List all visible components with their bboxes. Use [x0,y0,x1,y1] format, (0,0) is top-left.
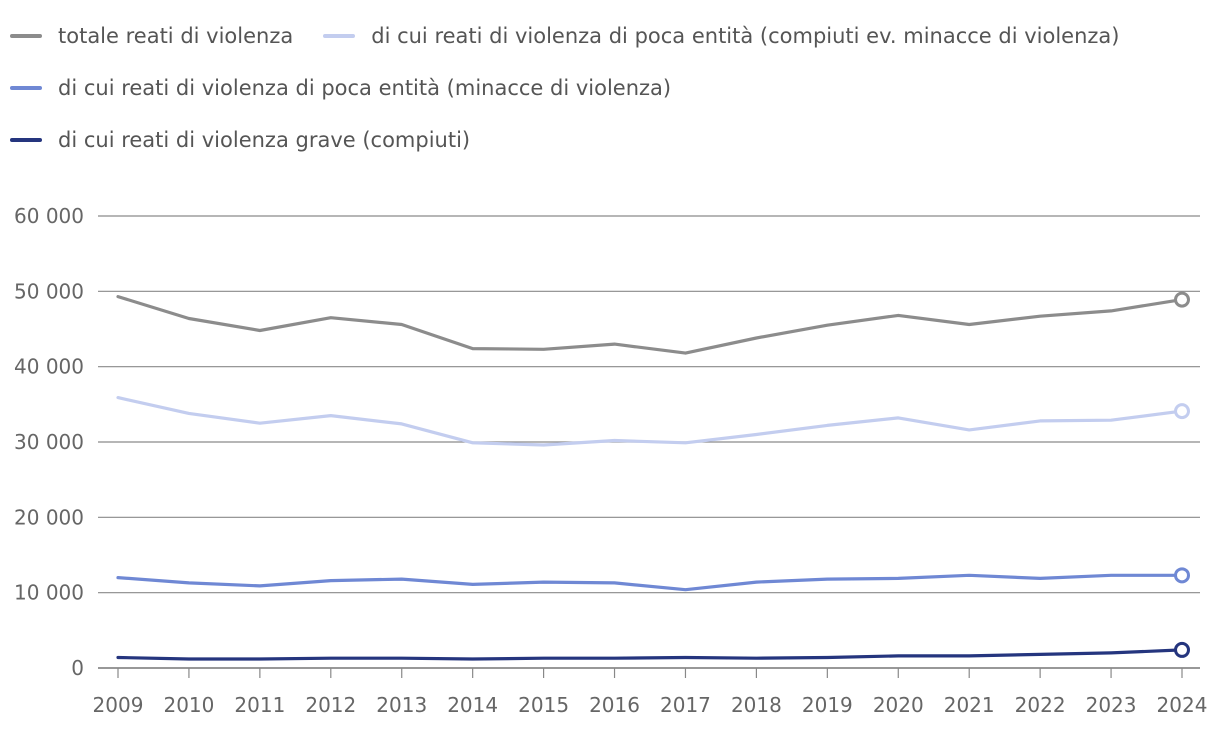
chart-legend: totale reati di violenza di cui reati di… [10,10,1210,166]
series-line-2 [116,573,1184,592]
x-tick-label: 2013 [376,693,427,717]
legend-swatch-totale [10,34,42,38]
x-tick-label: 2018 [731,693,782,717]
legend-item-poca-entita-minacce[interactable]: di cui reati di violenza di poca entità … [10,76,671,100]
legend-item-totale[interactable]: totale reati di violenza [10,24,293,48]
data-point-2-2024[interactable] [1174,567,1190,584]
x-tick-label: 2019 [802,693,853,717]
x-tick-label: 2024 [1157,693,1208,717]
x-tick-label: 2014 [447,693,498,717]
y-tick-label: 30 000 [14,430,84,454]
x-tick-label: 2015 [518,693,569,717]
x-tick-label: 2011 [234,693,285,717]
data-point-3-2024[interactable] [1174,641,1190,658]
x-tick-label: 2022 [1015,693,1066,717]
x-tick-label: 2020 [873,693,924,717]
series-line-0 [116,295,1184,355]
data-point-1-2024[interactable] [1174,403,1190,420]
x-tick-label: 2017 [660,693,711,717]
x-tick-label: 2012 [305,693,356,717]
y-tick-label: 40 000 [14,355,84,379]
legend-label-poca-entita-compiuti: di cui reati di violenza di poca entità … [371,24,1120,48]
y-tick-label: 20 000 [14,505,84,529]
data-point-0-2024[interactable] [1174,291,1190,308]
series-line-3 [116,648,1184,661]
legend-item-poca-entita-compiuti[interactable]: di cui reati di violenza di poca entità … [323,24,1120,48]
x-tick-label: 2010 [163,693,214,717]
x-tick-label: 2016 [589,693,640,717]
legend-item-violenza-grave[interactable]: di cui reati di violenza grave (compiuti… [10,128,470,152]
y-tick-label: 0 [71,656,84,680]
legend-label-totale: totale reati di violenza [58,24,294,48]
legend-label-poca-entita-minacce: di cui reati di violenza di poca entità … [58,76,672,100]
legend-swatch-violenza-grave [10,138,42,142]
series-line-1 [116,396,1184,447]
legend-row-1: totale reati di violenza di cui reati di… [10,10,1210,62]
x-tick-label: 2023 [1086,693,1137,717]
y-tick-label: 10 000 [14,581,84,605]
legend-row-3: di cui reati di violenza grave (compiuti… [10,114,1210,166]
legend-row-2: di cui reati di violenza di poca entità … [10,62,1210,114]
legend-swatch-poca-entita-compiuti [323,34,356,38]
legend-label-violenza-grave: di cui reati di violenza grave (compiuti… [58,128,471,152]
y-tick-label: 60 000 [14,204,84,228]
x-tick-label: 2009 [93,693,144,717]
y-tick-label: 50 000 [14,279,84,303]
x-tick-label: 2021 [944,693,995,717]
legend-swatch-poca-entita-minacce [10,86,42,90]
